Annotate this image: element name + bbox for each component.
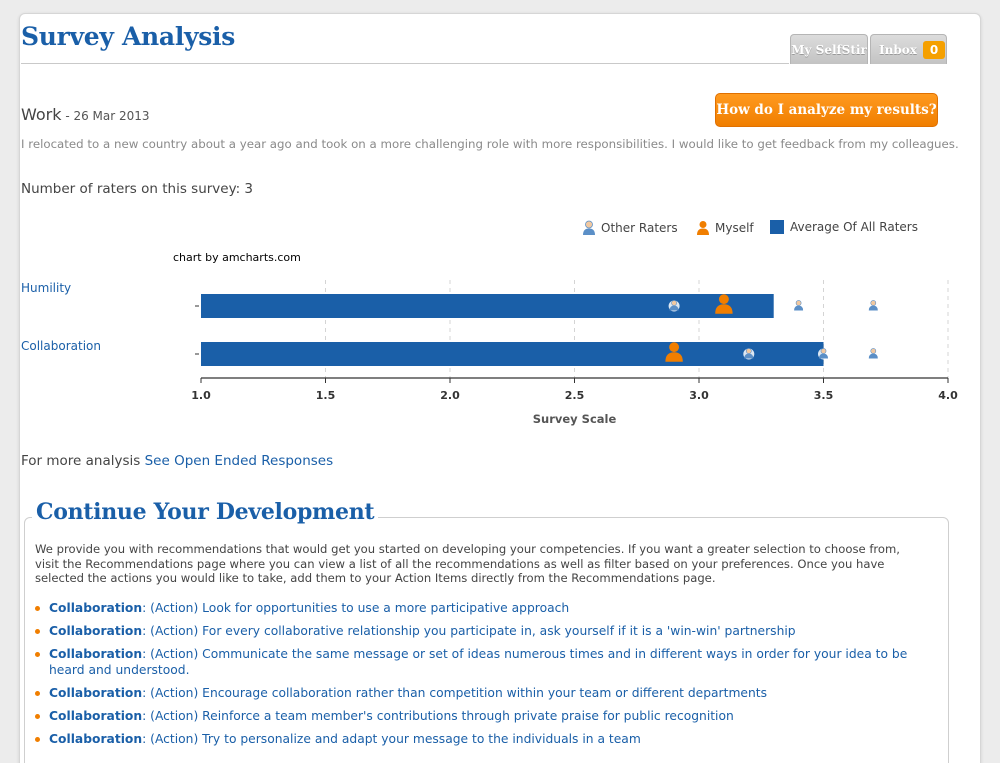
recommendation-text: : (Action) For every collaborative relat… — [142, 624, 796, 638]
recommendation-text: : (Action) Communicate the same message … — [49, 647, 908, 677]
analyze-results-button[interactable]: How do I analyze my results? — [715, 93, 938, 127]
recommendation-item[interactable]: Collaboration: (Action) Communicate the … — [33, 646, 938, 678]
recommendation-competency: Collaboration — [49, 686, 143, 700]
recommendation-competency: Collaboration — [49, 647, 143, 661]
legend-myself: Myself — [696, 220, 754, 236]
tab-inbox-label: Inbox — [879, 42, 917, 57]
other-rater-marker — [744, 348, 754, 359]
x-tick-label: 3.5 — [814, 389, 834, 402]
myself-marker — [715, 294, 733, 314]
other-rater-marker — [794, 300, 804, 311]
other-rater-marker — [868, 300, 878, 311]
more-analysis: For more analysis See Open Ended Respons… — [21, 453, 333, 469]
recommendation-text: : (Action) Reinforce a team member's con… — [142, 709, 734, 723]
other-rater-marker — [819, 348, 828, 359]
x-axis-label: Survey Scale — [533, 412, 617, 426]
recommendation-text: : (Action) Try to personalize and adapt … — [142, 732, 641, 746]
survey-description: I relocated to a new country about a yea… — [21, 137, 959, 151]
x-tick-label: 1.5 — [316, 389, 336, 402]
page-title: Survey Analysis — [21, 22, 236, 51]
recommendation-competency: Collaboration — [49, 709, 143, 723]
recommendation-text: : (Action) Look for opportunities to use… — [142, 601, 570, 615]
x-tick-label: 3.0 — [689, 389, 709, 402]
myself-icon — [697, 221, 709, 235]
chart-credit: chart by amcharts.com — [173, 251, 301, 264]
raters-count: Number of raters on this survey: 3 — [21, 181, 254, 197]
legend-myself-label: Myself — [715, 221, 754, 235]
title-divider — [21, 63, 789, 64]
average-bar — [201, 342, 824, 366]
legend-average-label: Average Of All Raters — [790, 220, 918, 234]
legend-other-label: Other Raters — [601, 221, 678, 235]
x-tick-label: 2.5 — [565, 389, 585, 402]
survey-date: - 26 Mar 2013 — [61, 109, 150, 123]
tab-inbox[interactable]: Inbox 0 — [870, 34, 947, 64]
x-tick-label: 2.0 — [440, 389, 460, 402]
survey-heading: Work - 26 Mar 2013 — [21, 105, 150, 124]
recommendation-competency: Collaboration — [49, 601, 143, 615]
recommendation-competency: Collaboration — [49, 624, 143, 638]
other-rater-icon — [583, 220, 595, 235]
other-rater-marker — [669, 300, 679, 311]
myself-marker — [665, 342, 683, 362]
recommendation-item[interactable]: Collaboration: (Action) Try to personali… — [33, 731, 938, 747]
recommendation-item[interactable]: Collaboration: (Action) For every collab… — [33, 623, 938, 639]
category-label-collaboration[interactable]: Collaboration — [21, 339, 101, 353]
open-ended-responses-link[interactable]: See Open Ended Responses — [144, 453, 334, 469]
survey-chart: 1.0 1.5 2.0 2.5 3.0 3.5 4.0 Survey Scale — [191, 280, 958, 426]
recommendation-list: Collaboration: (Action) Look for opportu… — [33, 600, 938, 754]
recommendation-competency: Collaboration — [49, 732, 143, 746]
average-bar — [201, 294, 774, 318]
category-label-humility[interactable]: Humility — [21, 281, 72, 295]
other-rater-marker — [868, 348, 878, 359]
legend-other-raters: Other Raters — [582, 220, 678, 236]
tab-my-selfstir-label: My SelfStir — [791, 42, 867, 57]
survey-name: Work — [21, 105, 62, 124]
legend-average: Average Of All Raters — [770, 220, 918, 234]
x-tick-label: 4.0 — [938, 389, 958, 402]
x-tick-label: 1.0 — [191, 389, 211, 402]
main-card — [19, 13, 981, 763]
recommendation-item[interactable]: Collaboration: (Action) Encourage collab… — [33, 685, 938, 701]
more-analysis-prefix: For more analysis — [21, 453, 145, 469]
recommendation-item[interactable]: Collaboration: (Action) Look for opportu… — [33, 600, 938, 616]
development-box — [24, 517, 949, 763]
inbox-count-badge: 0 — [922, 40, 946, 59]
recommendation-text: : (Action) Encourage collaboration rathe… — [142, 686, 768, 700]
recommendation-item[interactable]: Collaboration: (Action) Reinforce a team… — [33, 708, 938, 724]
tab-my-selfstir[interactable]: My SelfStir — [790, 34, 868, 64]
development-intro: We provide you with recommendations that… — [35, 542, 900, 585]
development-title: Continue Your Development — [32, 499, 379, 525]
average-swatch — [770, 220, 784, 234]
